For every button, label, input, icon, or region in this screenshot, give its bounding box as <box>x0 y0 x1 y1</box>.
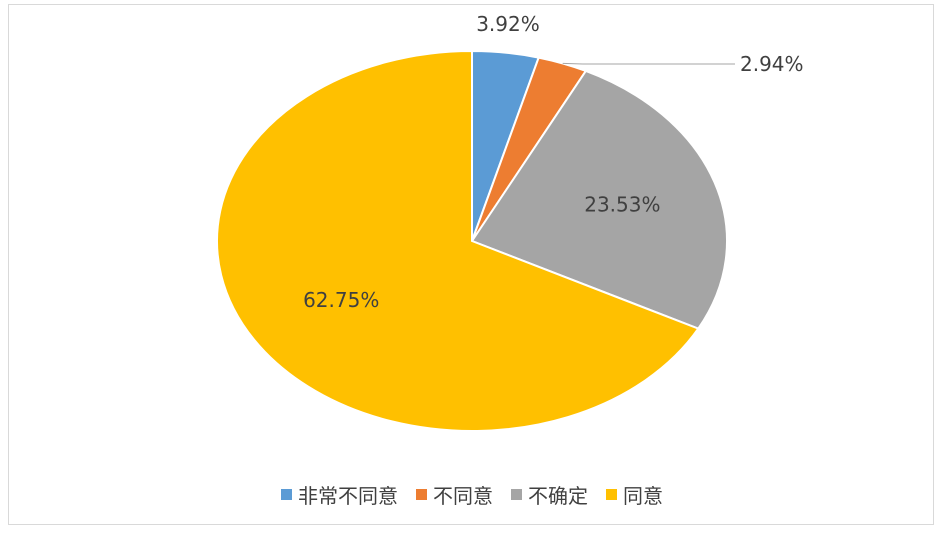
legend-item: 不同意 <box>416 480 493 509</box>
legend-label: 同意 <box>623 484 663 508</box>
legend-item: 同意 <box>606 480 663 509</box>
data-label: 2.94% <box>740 52 804 76</box>
leader-line <box>562 62 735 65</box>
legend: 非常不同意 不同意 不确定 同意 <box>0 480 944 509</box>
legend-label: 不确定 <box>528 484 588 508</box>
legend-swatch-icon <box>511 489 522 500</box>
legend-label: 非常不同意 <box>298 484 398 508</box>
legend-item: 不确定 <box>511 480 588 509</box>
data-label: 62.75% <box>303 288 379 312</box>
legend-swatch-icon <box>281 489 292 500</box>
pie-slice <box>470 69 728 330</box>
data-label: 23.53% <box>584 193 660 217</box>
legend-swatch-icon <box>416 489 427 500</box>
legend-swatch-icon <box>606 489 617 500</box>
pie-slice <box>216 49 700 432</box>
legend-label: 不同意 <box>433 484 493 508</box>
legend-item: 非常不同意 <box>281 480 398 509</box>
data-label: 3.92% <box>476 12 540 36</box>
